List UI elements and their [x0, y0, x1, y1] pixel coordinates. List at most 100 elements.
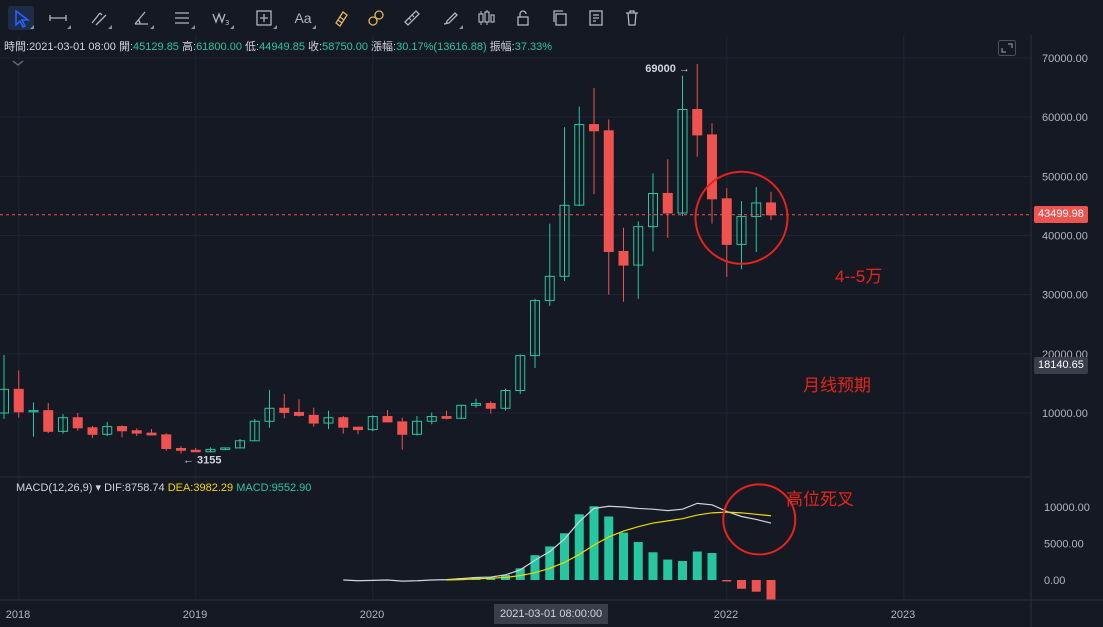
- ruler-tool[interactable]: [399, 6, 425, 30]
- candle: [58, 414, 68, 434]
- chevron-down-icon[interactable]: [11, 58, 25, 68]
- submenu-arrow-icon[interactable]: [459, 25, 463, 29]
- magnet-icon: [335, 11, 348, 27]
- candle: [397, 417, 408, 450]
- candle: [707, 123, 717, 224]
- submenu-arrow-icon[interactable]: [230, 25, 234, 29]
- candle-body: [72, 417, 83, 429]
- candle: [721, 188, 732, 277]
- candle: [751, 186, 762, 253]
- macd-tick-label: 10000.00: [1044, 502, 1090, 514]
- candle: [574, 106, 585, 207]
- price-tick-label: 70000.00: [1042, 53, 1088, 65]
- horizontal-line-icon: [49, 15, 67, 21]
- candle-body: [515, 355, 526, 392]
- submenu-arrow-icon[interactable]: [273, 25, 277, 29]
- candle-body: [456, 404, 467, 419]
- submenu-arrow-icon[interactable]: [312, 25, 316, 29]
- cursor-icon: [15, 9, 31, 28]
- dif-value: 8758.74: [124, 482, 165, 494]
- wave-tool[interactable]: 3: [208, 6, 234, 30]
- change-value: 30.17%(13616.88): [396, 41, 487, 53]
- parallel-channel-tool[interactable]: [169, 6, 195, 30]
- text-icon: Aa: [294, 10, 312, 26]
- macd-name[interactable]: MACD(12,26,9): [16, 482, 93, 494]
- trash-icon: [626, 10, 638, 26]
- brush-tool[interactable]: [437, 6, 463, 30]
- candle: [692, 63, 703, 157]
- candle: [13, 370, 24, 418]
- submenu-arrow-icon[interactable]: [30, 25, 34, 29]
- axes: 70000.00 60000.00 50000.00 40000.00 30000.00…: [0, 35, 1103, 627]
- candle: [382, 410, 393, 423]
- fullscreen-icon[interactable]: [998, 40, 1016, 56]
- candle-body: [205, 448, 216, 453]
- macd-histogram-bar: [574, 514, 584, 580]
- submenu-arrow-icon[interactable]: [191, 25, 195, 29]
- trend-lines-tool[interactable]: [86, 6, 112, 30]
- submenu-arrow-icon[interactable]: [67, 25, 71, 29]
- candle-body: [751, 202, 762, 218]
- price-tick-label: 50000.00: [1042, 171, 1088, 183]
- candle: [264, 389, 275, 428]
- candle: [308, 407, 319, 427]
- candle: [530, 298, 540, 369]
- delete-tool[interactable]: [619, 6, 645, 30]
- candle: [43, 402, 54, 434]
- candle: [618, 227, 629, 302]
- ruler-icon: [404, 10, 420, 26]
- candle-tool[interactable]: [473, 6, 499, 30]
- cursor-tool[interactable]: [8, 6, 34, 30]
- candle-body: [279, 407, 290, 413]
- stay-in-drawing-mode-tool[interactable]: [363, 6, 389, 30]
- candle-body: [264, 407, 275, 422]
- angle-tool[interactable]: [128, 6, 154, 30]
- candle-body: [707, 134, 717, 200]
- candle-body: [721, 198, 732, 245]
- measure-box-tool[interactable]: [251, 6, 277, 30]
- overlay: [694, 170, 797, 556]
- lock-icon: [517, 10, 529, 26]
- candle-body: [338, 417, 349, 428]
- copy-tool[interactable]: [547, 6, 573, 30]
- time-tick-label: 2020: [360, 609, 384, 621]
- horizontal-line-tool[interactable]: [45, 6, 71, 30]
- lock-tool[interactable]: [510, 6, 536, 30]
- candle: [471, 398, 481, 408]
- macd-menu-icon[interactable]: ▾: [95, 482, 102, 494]
- low-marker-label: ← 3155: [183, 454, 222, 466]
- dif-label: DIF:: [104, 482, 125, 494]
- close-value: 58750.00: [322, 41, 368, 53]
- trend-lines-icon: [91, 12, 107, 26]
- candle: [603, 119, 614, 295]
- candle: [87, 426, 98, 438]
- copy-icon: [553, 10, 567, 26]
- candle-body: [603, 130, 614, 252]
- candle-body: [28, 410, 39, 413]
- macd-histogram-bar: [545, 546, 555, 580]
- candle-body: [530, 300, 540, 357]
- candle: [633, 221, 644, 299]
- text-tool[interactable]: Aa: [290, 6, 316, 30]
- macd-histogram-bar: [530, 555, 540, 580]
- angle-icon: [134, 11, 148, 25]
- macd-histogram-bar: [515, 568, 525, 580]
- macd-legend: MACD(12,26,9) ▾ DIF:8758.74 DEA:3982.29 …: [16, 481, 311, 494]
- ohlc-legend: 時間:2021-03-01 08:00 開:45129.85 高:61800.0…: [4, 38, 552, 54]
- candle-body: [618, 250, 629, 266]
- time-tick-label: 2023: [891, 609, 915, 621]
- candle-body: [102, 426, 113, 435]
- magnet-tool[interactable]: [328, 6, 354, 30]
- candle-body: [87, 427, 98, 435]
- candle-body: [176, 448, 186, 451]
- candle-body: [397, 421, 408, 435]
- link-icon: [368, 10, 384, 26]
- dif-line: [343, 502, 772, 582]
- note-tool[interactable]: [583, 6, 609, 30]
- candle: [589, 88, 599, 195]
- candle-body: [249, 420, 260, 442]
- submenu-arrow-icon[interactable]: [108, 25, 112, 29]
- submenu-arrow-icon[interactable]: [150, 25, 154, 29]
- candle-body: [648, 192, 658, 228]
